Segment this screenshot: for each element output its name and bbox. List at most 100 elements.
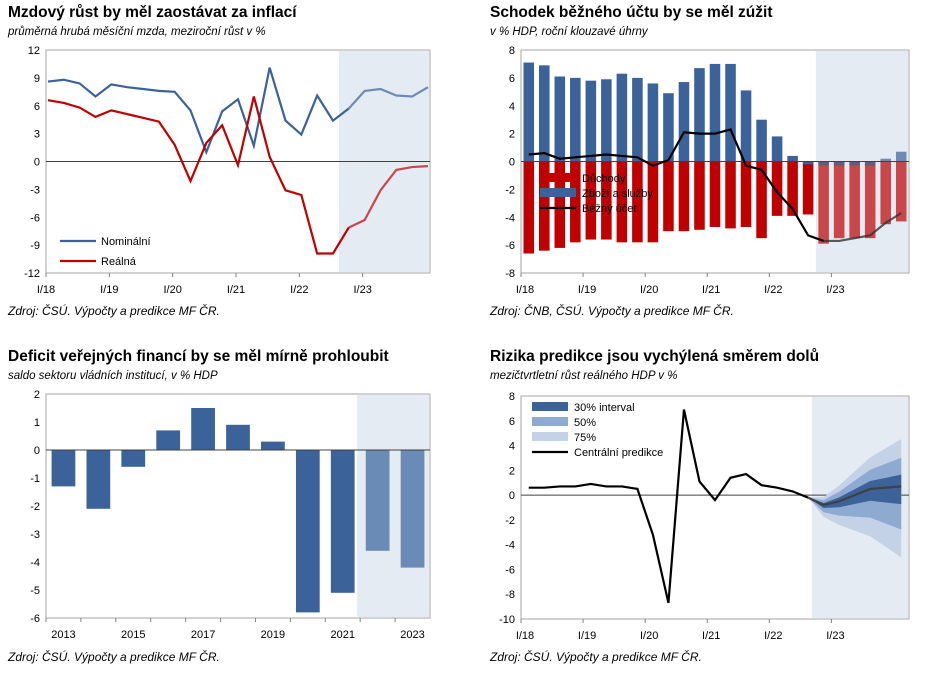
bar-income: [709, 161, 721, 228]
bar-goods-services: [756, 119, 767, 162]
y-tick-label: 12: [28, 45, 40, 57]
bar-balance: [191, 408, 215, 450]
bar-goods-services: [864, 161, 876, 166]
bar-goods-services: [678, 82, 690, 162]
y-tick-label: -4: [30, 557, 40, 569]
bar-goods-services: [570, 77, 581, 162]
x-tick-label: I/20: [163, 284, 181, 296]
y-tick-label: 3: [34, 129, 40, 141]
y-tick-label: -8: [505, 268, 515, 280]
x-tick-label: I/19: [578, 284, 596, 296]
y-tick-label: -6: [505, 564, 515, 576]
bar-income: [849, 161, 860, 239]
y-tick-label: -6: [30, 212, 40, 224]
bar-income: [647, 161, 659, 243]
y-tick-label: -2: [505, 515, 515, 527]
bar-income: [756, 161, 767, 239]
x-tick-label: 2017: [191, 629, 215, 641]
legend-label: Reálná: [101, 256, 137, 268]
x-tick-label: 2013: [51, 629, 75, 641]
panel-title: Rizika predikce jsou vychýlená směrem do…: [490, 348, 820, 365]
bar-balance: [156, 430, 181, 450]
bar-balance: [121, 450, 146, 467]
bar-goods-services: [616, 73, 628, 162]
bar-income: [616, 161, 628, 243]
y-tick-label: -10: [499, 614, 515, 626]
current-account-chart: 8 6 4 2 0 -2 -4 -6 -8I/18 I/19 I/20 I/21 I/22 I/23 Důc…: [505, 45, 910, 296]
x-tick-label: I/18: [37, 284, 55, 296]
x-tick-label: I/23: [826, 630, 844, 642]
x-tick-label: 2019: [261, 629, 285, 641]
legend-label: Zboží a služby: [582, 188, 653, 200]
bar-balance: [365, 450, 390, 551]
x-tick-label: I/22: [764, 630, 782, 642]
bar-income: [570, 161, 581, 243]
bar-balance: [295, 450, 320, 613]
panel-source: Zdroj: ČSÚ. Výpočty a predikce MF ČR.: [8, 650, 220, 664]
x-tick-label: I/22: [290, 284, 308, 296]
bar-income: [771, 161, 783, 216]
legend-label: 50%: [574, 417, 596, 429]
bar-goods-services: [663, 93, 674, 162]
y-tick-label: 0: [34, 157, 40, 169]
bar-income: [787, 161, 798, 216]
legend-swatch: [532, 417, 568, 426]
bar-goods-services: [787, 155, 798, 162]
x-tick-label: 2015: [121, 629, 145, 641]
y-tick-label: 0: [509, 157, 515, 169]
bar-income: [678, 161, 690, 232]
legend-label: Nominální: [101, 236, 151, 248]
bar-balance: [400, 450, 425, 568]
y-tick-label: 9: [34, 73, 40, 85]
y-tick-label: 0: [509, 490, 515, 502]
bar-income: [694, 161, 705, 230]
bar-income: [880, 161, 891, 225]
panel-subtitle: saldo sektoru vládních institucí, v % HD…: [8, 370, 218, 382]
x-tick-label: I/18: [516, 284, 534, 296]
y-tick-label: -3: [30, 184, 40, 196]
bar-income: [632, 161, 643, 243]
y-tick-label: -5: [30, 585, 40, 597]
bar-income: [895, 161, 907, 222]
bar-balance: [86, 450, 111, 509]
bar-balance: [261, 441, 285, 450]
bar-income: [740, 161, 752, 228]
panel-source: Zdroj: ČSÚ. Výpočty a predikce MF ČR.: [8, 304, 220, 318]
y-tick-label: 4: [509, 101, 515, 113]
bar-goods-services: [725, 63, 736, 162]
bar-goods-services: [709, 63, 721, 162]
bar-income: [539, 161, 550, 251]
bar-goods-services: [771, 136, 783, 162]
bar-income: [864, 161, 876, 239]
panel-title: Mzdový růst by měl zaostávat za inflací: [8, 4, 297, 21]
legend-label: 75%: [574, 432, 596, 444]
forecast-line-real: [348, 165, 429, 229]
y-tick-label: 0: [34, 445, 40, 457]
panel-source: Zdroj: ČSÚ. Výpočty a predikce MF ČR.: [490, 650, 702, 664]
bar-goods-services: [694, 68, 705, 162]
y-tick-label: -2: [30, 501, 40, 513]
public-finance-chart: 2 1 0 -1 -2 -3 -4 -5 -6 2013 2015 2017 2019 2021 2023: [30, 389, 431, 641]
x-tick-label: I/20: [640, 630, 658, 642]
legend-swatch: [540, 173, 576, 182]
x-tick-label: I/18: [516, 630, 534, 642]
bar-goods-services: [647, 83, 659, 162]
y-tick-label: 8: [509, 45, 515, 57]
legend-label: Běžný účet: [582, 203, 636, 215]
bar-income: [802, 161, 814, 215]
bar-goods-services: [833, 161, 845, 166]
x-tick-label: I/21: [227, 284, 245, 296]
y-tick-label: -6: [30, 613, 40, 625]
plot-area: [520, 395, 910, 620]
y-tick-label: 6: [509, 416, 515, 428]
panel-subtitle: průměrná hrubá měsíční mzda, meziroční r…: [8, 26, 266, 38]
y-tick-label: 2: [509, 129, 515, 141]
bar-goods-services: [818, 161, 829, 166]
series-line-real: [47, 96, 350, 255]
y-tick-label: -6: [505, 240, 515, 252]
y-tick-label: 8: [509, 391, 515, 403]
y-tick-label: -1: [30, 473, 40, 485]
bar-income: [601, 161, 612, 240]
x-tick-label: I/19: [578, 630, 596, 642]
